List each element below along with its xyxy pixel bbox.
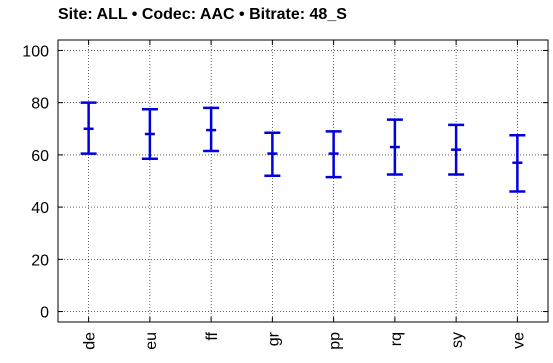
error-bar-de [80, 101, 97, 155]
y-tick-label-20: 20 [31, 252, 49, 269]
error-bars [80, 101, 526, 193]
x-tick-label-ff: ff [204, 331, 221, 340]
error-bar-sy [448, 123, 465, 176]
error-bar-gr [264, 131, 281, 178]
error-bar-ff [203, 106, 220, 153]
y-tick-label-80: 80 [31, 96, 49, 113]
x-tick-label-pp: pp [327, 332, 344, 350]
x-tick-label-gr: gr [265, 331, 282, 346]
grid-lines [58, 40, 548, 322]
error-bar-pp [325, 130, 342, 179]
y-tick-label-0: 0 [40, 305, 49, 322]
error-bar-ve [509, 134, 526, 193]
plot-frame [57, 39, 549, 323]
y-tick-label-40: 40 [31, 200, 49, 217]
axes: 0 20 40 60 80 100 de eu ff gr pp rq sy ve [22, 40, 548, 350]
chart-title: Site: ALL • Codec: AAC • Bitrate: 48_S [58, 6, 347, 23]
x-tick-label-rq: rq [388, 332, 405, 346]
x-tick-label-eu: eu [143, 332, 160, 350]
error-bar-rq [386, 118, 403, 176]
x-tick-label-sy: sy [449, 332, 466, 348]
y-tick-label-100: 100 [22, 43, 49, 60]
y-tick-label-60: 60 [31, 148, 49, 165]
error-bar-eu [141, 107, 158, 161]
x-tick-label-ve: ve [510, 332, 527, 349]
x-tick-label-de: de [82, 332, 99, 350]
